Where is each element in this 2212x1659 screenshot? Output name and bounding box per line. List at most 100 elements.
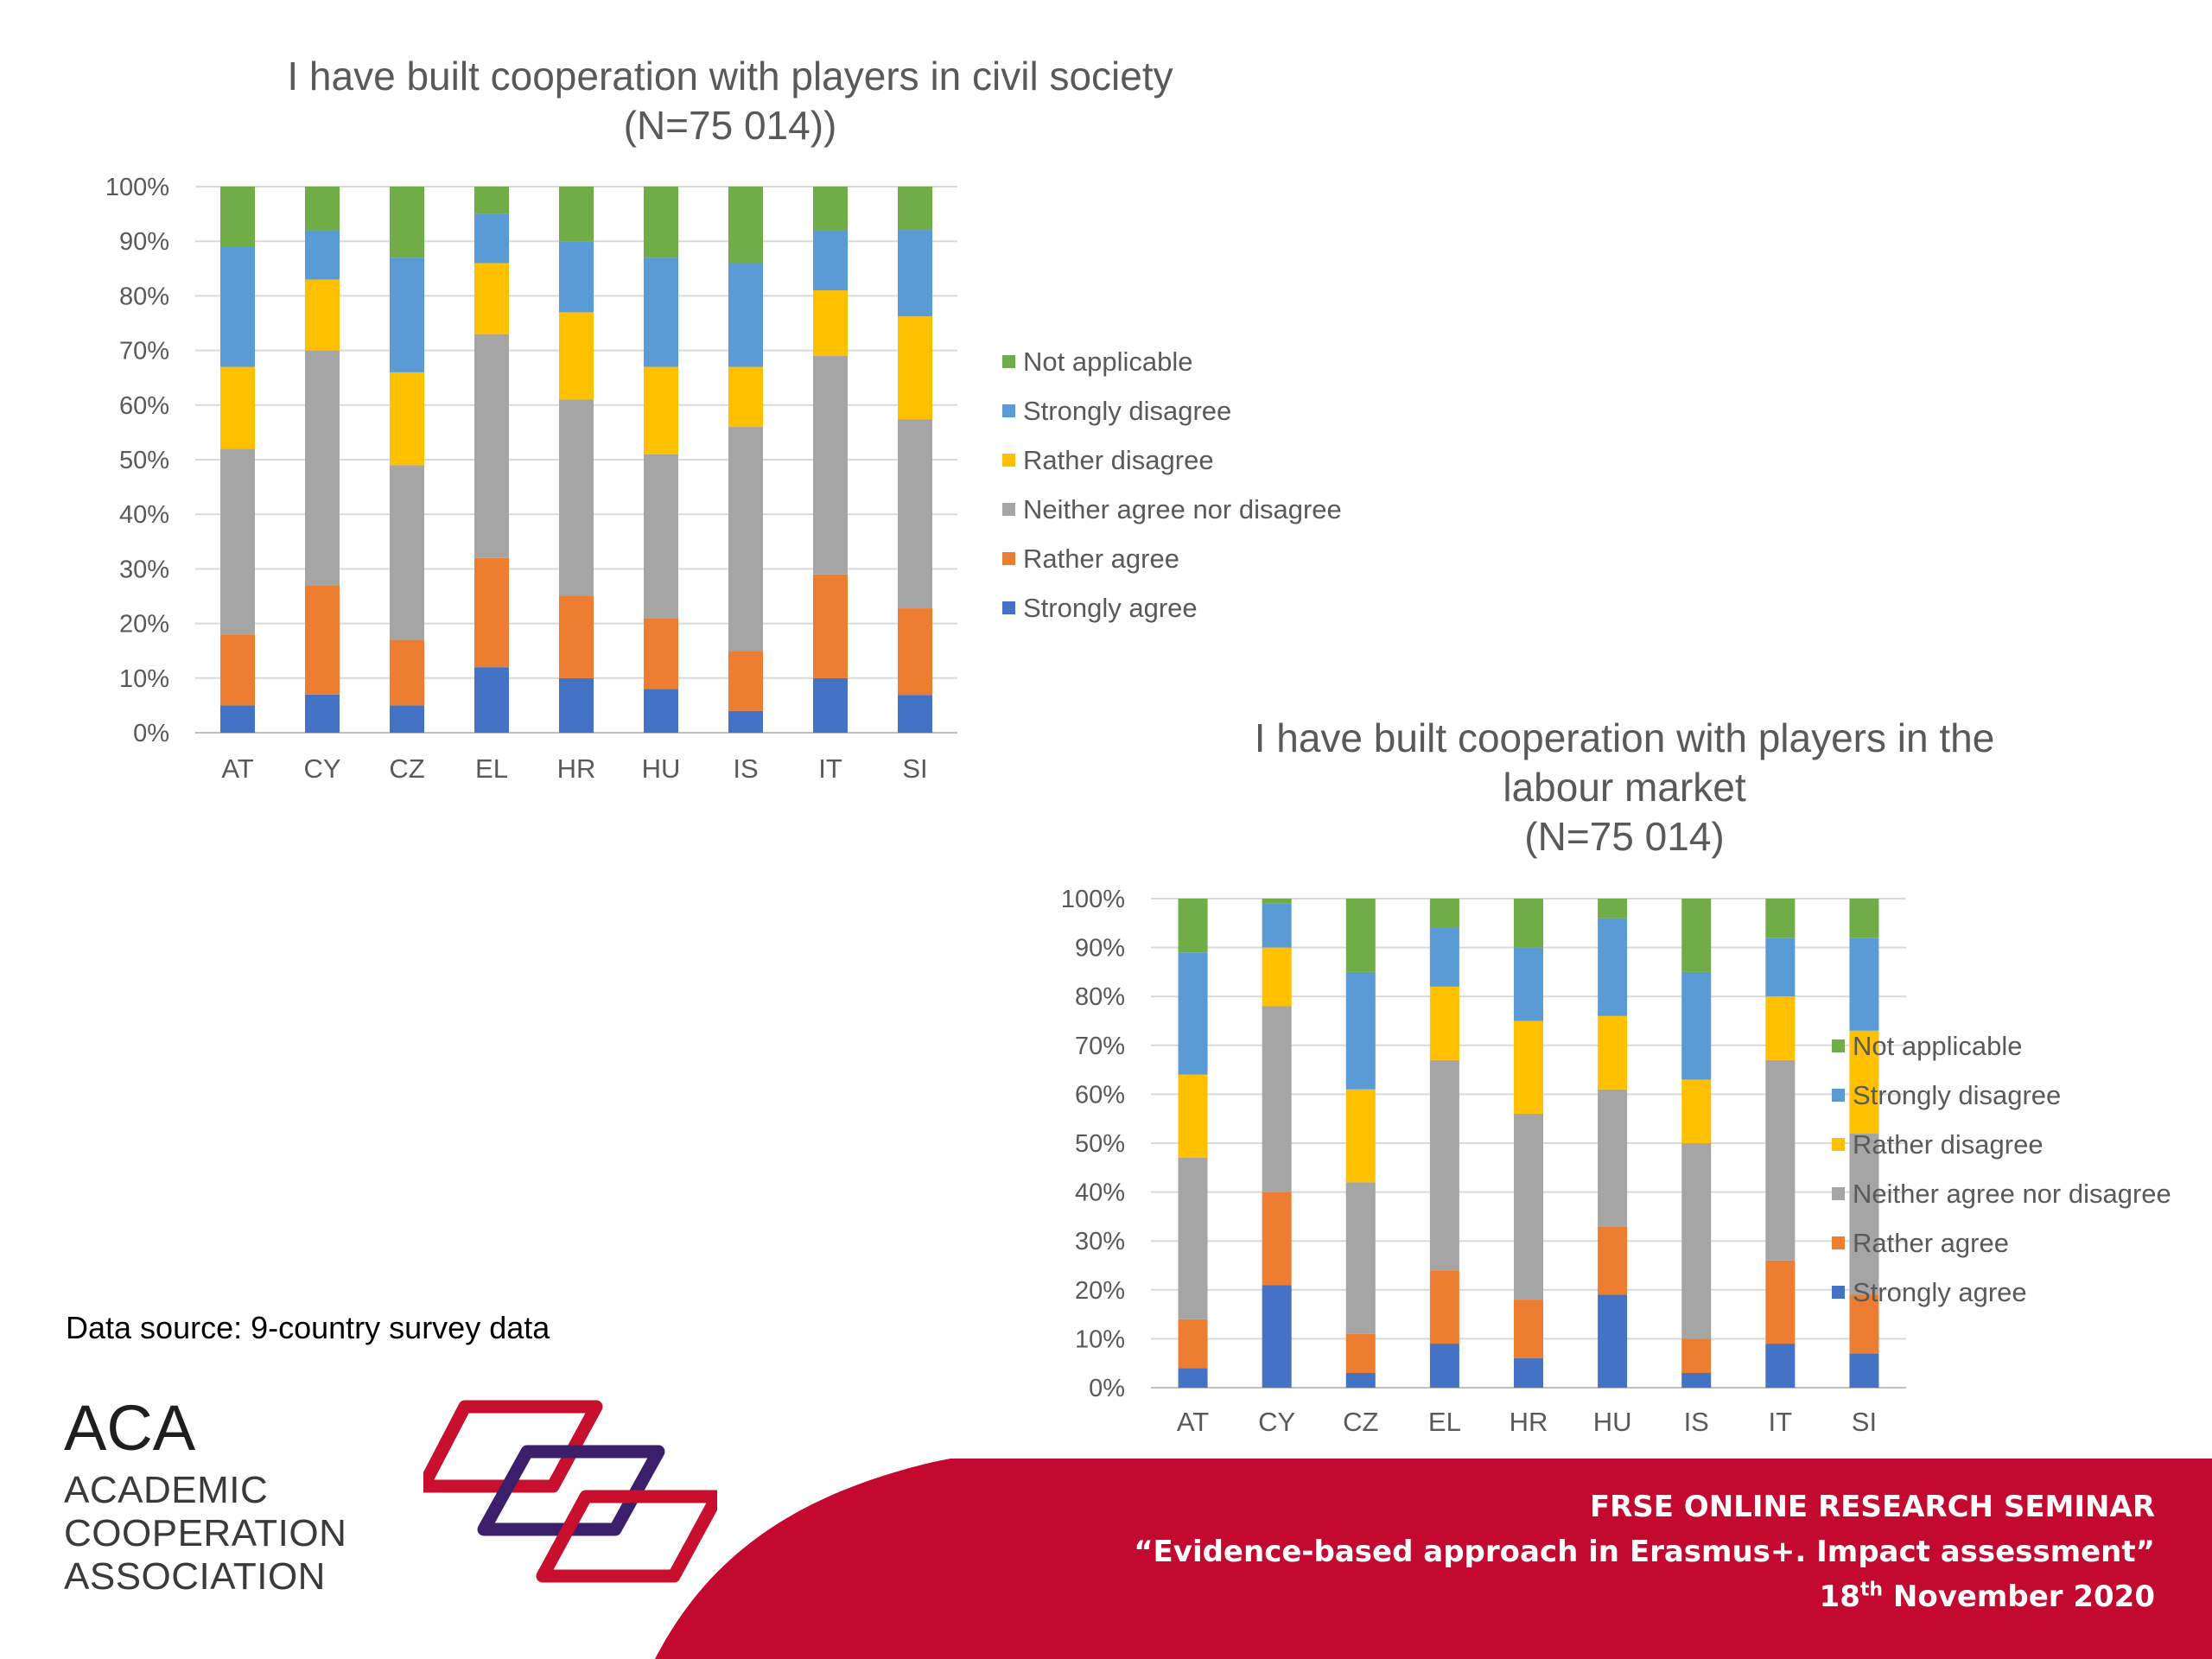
bar-segment-IS-strongly-disagree: [728, 263, 763, 367]
bar-segment-SI-rather-agree: [898, 608, 932, 696]
x-tick-label: IT: [1769, 1407, 1793, 1437]
legend-label: Rather disagree: [1853, 1128, 2044, 1160]
bar-segment-CY-neither-agree-nor-disagree: [1262, 1006, 1292, 1192]
legend-item: Strongly disagree: [1002, 386, 1342, 435]
bar-segment-CZ-rather-agree: [390, 639, 424, 706]
bar-segment-HR-rather-disagree: [1514, 1020, 1543, 1115]
x-tick-label: HU: [642, 753, 681, 784]
bar-segment-IS-rather-agree: [1681, 1338, 1712, 1374]
bar-segment-EL-strongly-agree: [474, 667, 509, 733]
bar-segment-SI-strongly-agree: [898, 695, 932, 733]
bar-segment-SI-rather-disagree: [898, 316, 932, 420]
y-tick-label: 20%: [1075, 1277, 1125, 1305]
y-tick-label: 90%: [119, 228, 169, 256]
bar-segment-CY-strongly-agree: [305, 694, 340, 733]
bar-segment-HU-neither-agree-nor-disagree: [644, 454, 678, 619]
bar-segment-CY-rather-disagree: [305, 279, 340, 351]
bar-segment-CY-rather-agree: [1262, 1192, 1292, 1286]
bar-segment-EL-strongly-disagree: [1429, 927, 1459, 987]
x-tick-label: CZ: [1343, 1407, 1378, 1437]
bar-segment-HU-rather-disagree: [644, 366, 678, 454]
legend-label: Strongly disagree: [1023, 395, 1232, 426]
bar-segment-HU-rather-agree: [644, 618, 678, 690]
chart-legend-labour-market: Not applicable Strongly disagree Rather di…: [1832, 1021, 2171, 1317]
bar-segment-HU-strongly-agree: [1598, 1294, 1628, 1388]
bar-segment-HR-strongly-agree: [559, 677, 594, 733]
legend-item: Rather agree: [1002, 534, 1342, 583]
legend-item: Neither agree nor disagree: [1832, 1169, 2171, 1218]
bar-segment-SI-not-applicable: [1849, 899, 1879, 938]
bar-segment-CY-neither-agree-nor-disagree: [305, 350, 340, 586]
legend-swatch: [1832, 1187, 1845, 1200]
y-tick-label: 100%: [105, 174, 169, 201]
bar-segment-AT-not-applicable: [1178, 899, 1208, 953]
bar-segment-IS-rather-agree: [728, 651, 763, 711]
bar-segment-IT-rather-disagree: [1765, 996, 1796, 1060]
data-source-note: Data source: 9-country survey data: [66, 1310, 550, 1345]
legend-item: Neither agree nor disagree: [1002, 485, 1342, 534]
bar-segment-HR-strongly-agree: [1514, 1358, 1543, 1388]
bar-segment-HR-rather-agree: [559, 596, 594, 678]
legend-label: Not applicable: [1853, 1030, 2023, 1061]
chart-title-line: I have built cooperation with players in…: [1254, 715, 1995, 760]
bar-segment-CY-not-applicable: [305, 187, 340, 231]
bar-segment-AT-rather-disagree: [1178, 1074, 1208, 1158]
y-tick-label: 30%: [1075, 1228, 1125, 1255]
legend-label: Strongly disagree: [1853, 1079, 2062, 1110]
legend-swatch: [1002, 355, 1015, 368]
legend-swatch: [1832, 1138, 1845, 1151]
bar-segment-HR-strongly-disagree: [559, 241, 594, 313]
legend-swatch: [1002, 404, 1015, 417]
bar-segment-AT-strongly-agree: [220, 705, 255, 733]
x-tick-label: HU: [1593, 1407, 1632, 1437]
legend-item: Rather disagree: [1832, 1120, 2171, 1169]
chart-title-line: (N=75 014)): [623, 103, 837, 148]
bar-segment-SI-strongly-agree: [1849, 1353, 1879, 1388]
bar-segment-SI-strongly-disagree: [898, 230, 932, 317]
footer-banner: [655, 1459, 2212, 1659]
chart-title-civil-society: I have built cooperation with players in…: [156, 52, 1305, 150]
bar-segment-IT-strongly-disagree: [1765, 938, 1796, 997]
logo-name-line: ASSOCIATION: [64, 1555, 326, 1598]
x-tick-label: HR: [1510, 1407, 1548, 1437]
bar-segment-SI-neither-agree-nor-disagree: [1849, 1133, 1879, 1295]
bar-segment-SI-rather-disagree: [1849, 1030, 1879, 1134]
y-tick-label: 20%: [119, 611, 169, 639]
x-tick-label: HR: [557, 753, 596, 784]
x-tick-label: SI: [902, 753, 927, 784]
x-tick-label: AT: [221, 753, 253, 784]
bar-segment-HR-rather-disagree: [559, 312, 594, 400]
bar-segment-AT-strongly-disagree: [220, 246, 255, 367]
bar-segment-HU-rather-disagree: [1598, 1015, 1628, 1090]
x-tick-label: IS: [1684, 1407, 1709, 1437]
bar-segment-EL-rather-agree: [474, 557, 509, 668]
bar-segment-IT-strongly-disagree: [813, 230, 848, 291]
chart-title-labour-market: I have built cooperation with players in…: [1020, 714, 2212, 861]
seminar-title: FRSE ONLINE RESEARCH SEMINAR: [1589, 1490, 2155, 1524]
legend-label: Rather agree: [1853, 1227, 2009, 1258]
bar-segment-IS-strongly-agree: [728, 710, 763, 733]
legend-item: Strongly agree: [1002, 583, 1342, 632]
logo-abbreviation: ACA: [64, 1392, 196, 1464]
bar-segment-AT-strongly-disagree: [1178, 952, 1208, 1075]
legend-item: Rather agree: [1832, 1218, 2171, 1268]
y-tick-label: 100%: [1061, 886, 1125, 913]
legend-swatch: [1002, 454, 1015, 467]
chart-title-line: (N=75 014): [1524, 814, 1725, 859]
bar-segment-IT-rather-agree: [813, 574, 848, 678]
bar-segment-CZ-rather-disagree: [1345, 1089, 1376, 1183]
bar-segment-IT-rather-agree: [1765, 1260, 1796, 1344]
bar-segment-AT-rather-disagree: [220, 366, 255, 449]
date-month-year: November 2020: [1883, 1580, 2155, 1614]
bar-segment-HU-strongly-disagree: [1598, 918, 1628, 1016]
stacked-bar-chart-labour-market: 0% 10% 20% 30% 40% 50% 60% 70% 80% 90% 100% AT CY CZ E…: [1061, 886, 1906, 1437]
y-tick-label: 60%: [1075, 1081, 1125, 1109]
chart-title-line: I have built cooperation with players in…: [287, 54, 1173, 99]
bar-segment-AT-not-applicable: [220, 187, 255, 247]
legend-label: Rather disagree: [1023, 444, 1214, 475]
bar-segment-IS-rather-disagree: [728, 366, 763, 428]
bar-segment-CZ-strongly-disagree: [1345, 971, 1376, 1090]
bar-segment-IS-strongly-disagree: [1681, 971, 1712, 1080]
chart-legend-civil-society: Not applicable Strongly disagree Rather di…: [1002, 337, 1342, 632]
x-tick-label: IS: [733, 753, 758, 784]
